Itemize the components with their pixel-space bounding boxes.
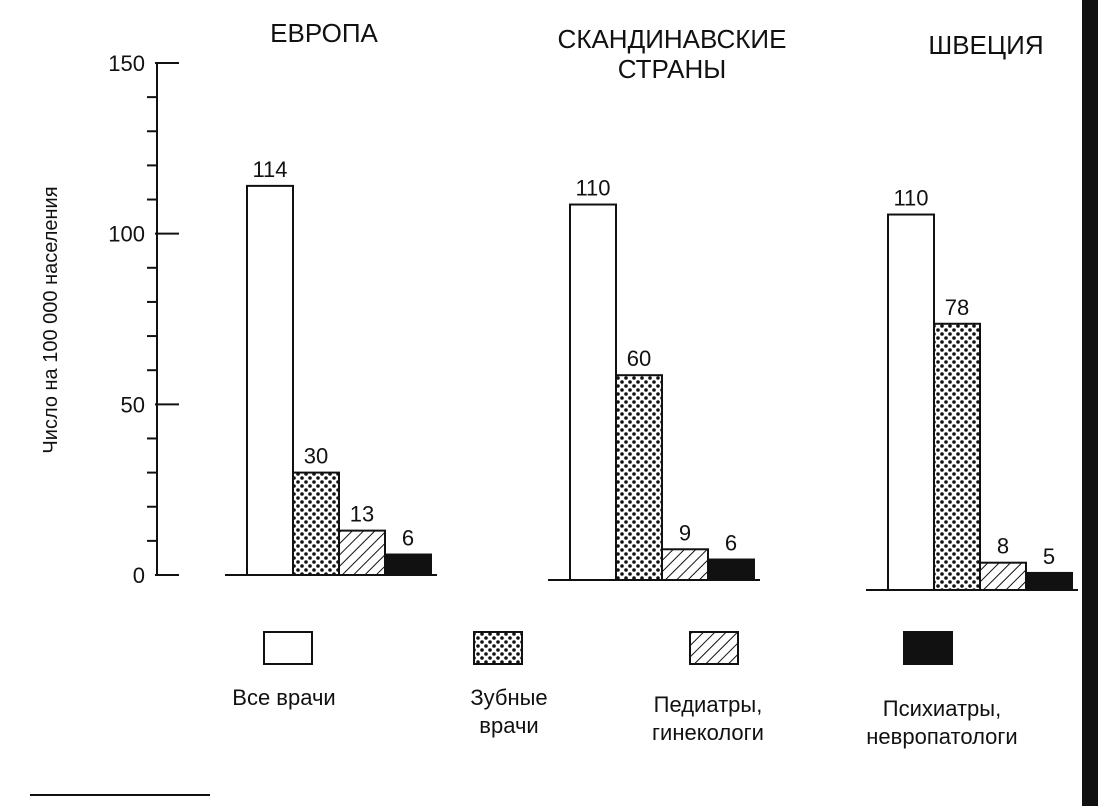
bar bbox=[384, 553, 432, 577]
legend-swatch bbox=[689, 631, 739, 665]
bar-group: 114 30 13 6 ЕВРОПА bbox=[225, 18, 437, 577]
y-tick-label: 100 bbox=[108, 222, 145, 247]
data-label: 13 bbox=[350, 502, 374, 527]
legend-swatch bbox=[263, 631, 313, 665]
bar bbox=[661, 548, 709, 582]
category-label: СТРАНЫ bbox=[618, 54, 727, 84]
bar bbox=[887, 213, 935, 592]
legend-label: Психиатры, bbox=[883, 696, 1001, 721]
data-label: 5 bbox=[1043, 544, 1055, 569]
bar bbox=[1025, 571, 1073, 592]
data-label: 78 bbox=[945, 295, 969, 320]
data-label: 9 bbox=[679, 520, 691, 545]
bar bbox=[933, 322, 981, 591]
legend-label: врачи bbox=[479, 713, 538, 738]
y-axis-label: Число на 100 000 населения bbox=[40, 186, 62, 453]
y-axis: 0 50 100 150 Число на 100 000 населения bbox=[40, 51, 179, 588]
y-tick-label: 50 bbox=[121, 392, 145, 417]
legend-item: Зубные врачи bbox=[470, 631, 548, 738]
data-label: 114 bbox=[252, 157, 287, 182]
bar bbox=[979, 561, 1027, 592]
y-tick-label: 150 bbox=[108, 51, 145, 76]
category-label: ШВЕЦИЯ bbox=[928, 30, 1043, 60]
legend-item: Педиатры, гинекологи bbox=[652, 631, 764, 745]
data-label: 6 bbox=[725, 531, 737, 556]
bar bbox=[707, 558, 755, 582]
legend-label: Зубные bbox=[470, 685, 547, 710]
data-label: 6 bbox=[402, 526, 414, 551]
bar bbox=[292, 471, 340, 577]
bar bbox=[569, 203, 617, 582]
data-label: 110 bbox=[575, 176, 610, 201]
data-label: 110 bbox=[893, 186, 928, 211]
bars: 114 30 13 6 ЕВРОПА 110 60 9 6 СКАНДИНАВСКИЕСТРАНЫ… bbox=[225, 18, 1078, 592]
legend-swatch bbox=[903, 631, 953, 665]
scan-edge bbox=[1082, 0, 1098, 806]
legend-label: Все врачи bbox=[232, 685, 335, 710]
legend-label: гинекологи bbox=[652, 720, 764, 745]
data-label: 8 bbox=[997, 534, 1009, 559]
legend-label: невропатологи bbox=[866, 724, 1017, 749]
category-label: СКАНДИНАВСКИЕ bbox=[558, 24, 787, 54]
bar-group: 110 78 8 5 ШВЕЦИЯ bbox=[866, 30, 1078, 592]
bar bbox=[338, 529, 386, 576]
legend: Все врачи ЗубныеврачиПедиатры,гинекологиП… bbox=[232, 631, 1018, 749]
bar bbox=[246, 184, 294, 576]
legend-item: Психиатры, невропатологи bbox=[866, 631, 1018, 749]
bar bbox=[615, 374, 663, 582]
data-label: 30 bbox=[304, 444, 328, 469]
legend-item: Все врачи bbox=[232, 631, 336, 710]
legend-swatch bbox=[473, 631, 523, 665]
data-label: 60 bbox=[627, 346, 651, 371]
y-tick-label: 0 bbox=[133, 563, 145, 588]
legend-label: Педиатры, bbox=[654, 692, 763, 717]
category-label: ЕВРОПА bbox=[270, 18, 378, 48]
